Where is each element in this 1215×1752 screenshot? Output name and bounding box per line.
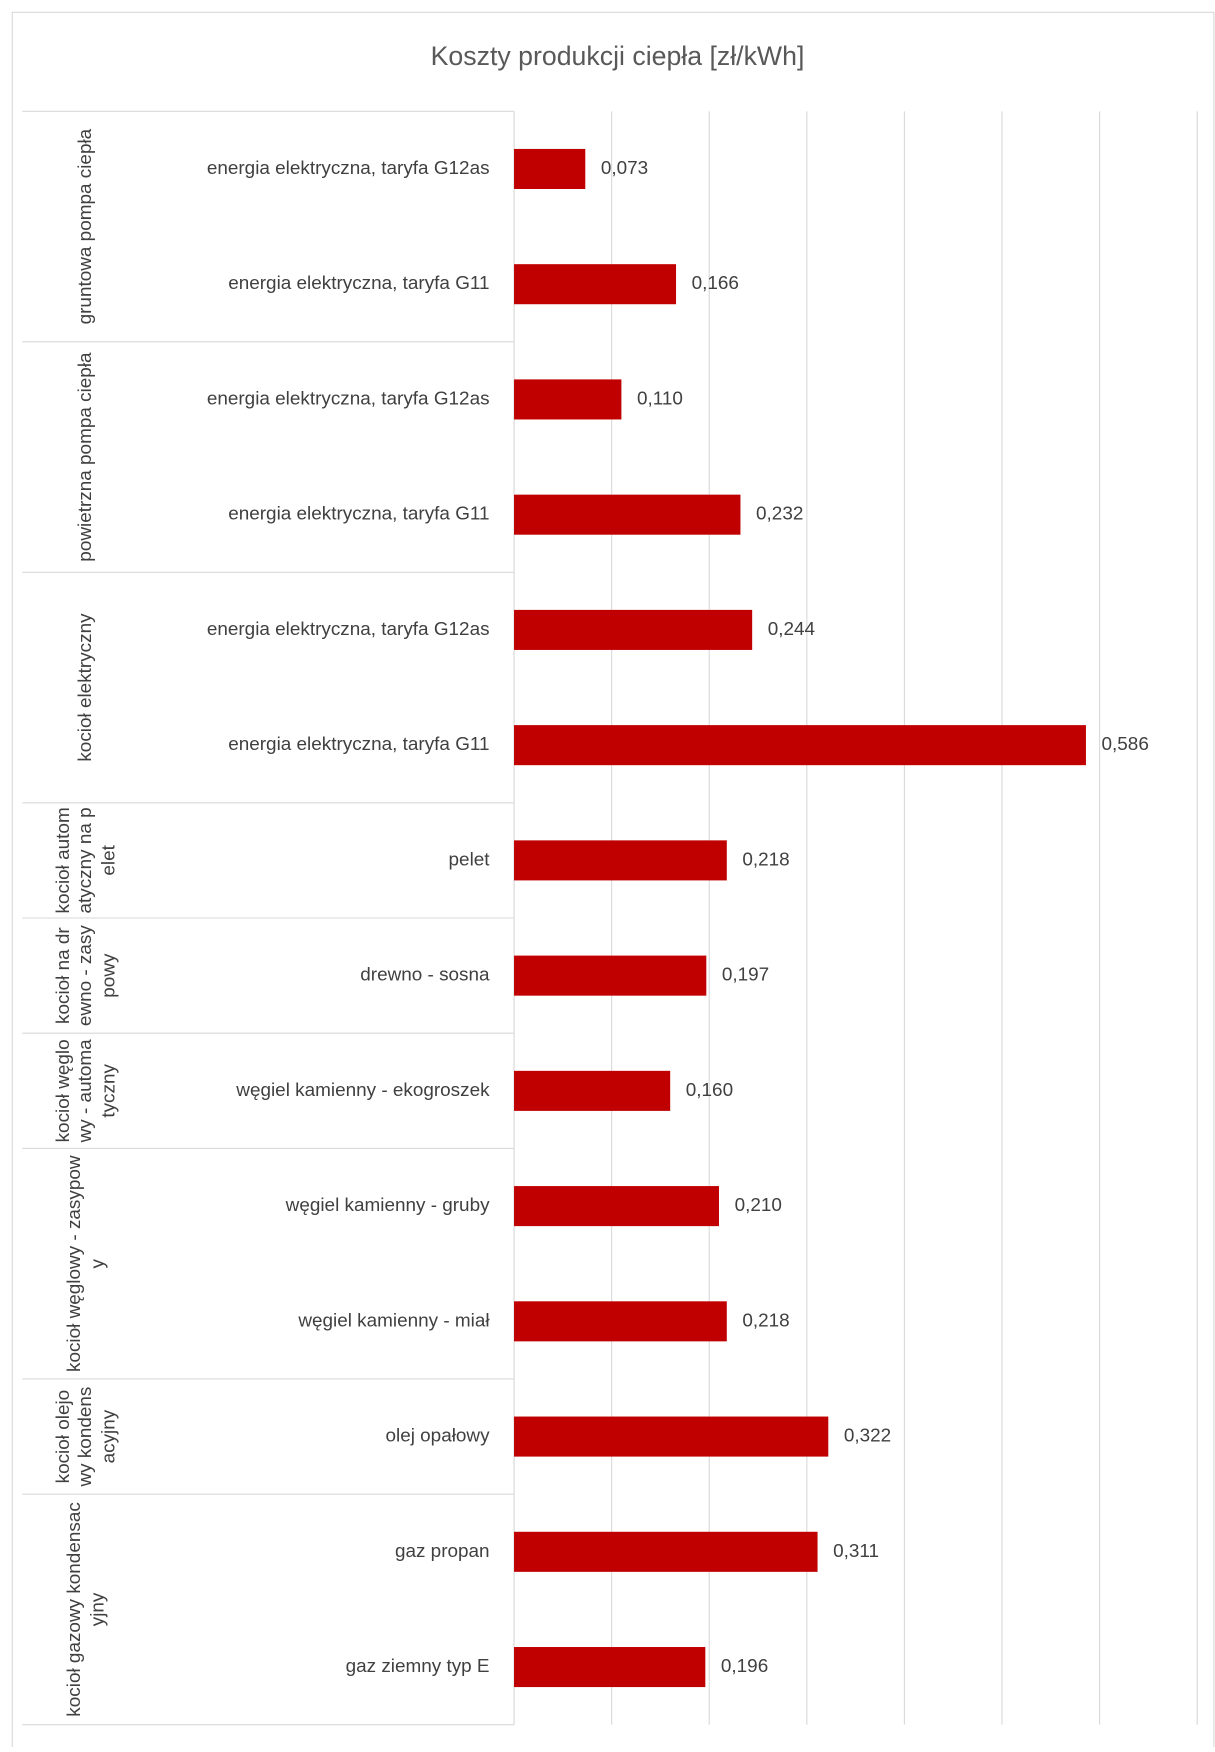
category-label: olej opałowy [385, 1426, 490, 1447]
group-label-box: kocioł automatyczny na pelet [52, 807, 119, 914]
category-label: drewno - sosna [360, 965, 490, 986]
bar [514, 1070, 671, 1111]
category-label: gaz propan [395, 1541, 490, 1562]
category-label: energia elektryczna, taryfa G12as [207, 388, 490, 409]
group-label-box: gruntowa pompa ciepła [74, 128, 97, 325]
value-label: 0,218 [742, 849, 789, 870]
group-label-box: kocioł węglowy - zasypowy [63, 1155, 108, 1373]
group-label-box: powietrzna pompa ciepła [74, 352, 97, 562]
value-label: 0,110 [637, 388, 683, 409]
value-label: 0,232 [756, 504, 803, 525]
chart-title: Koszty produkcji ciepła [zł/kWh] [431, 41, 805, 71]
value-label: 0,166 [692, 273, 739, 294]
bar [514, 1416, 829, 1457]
group-label: kocioł węglowy - automatyczny [52, 1039, 119, 1143]
value-label: 0,322 [844, 1426, 891, 1447]
value-label: 0,311 [833, 1541, 879, 1562]
bar [514, 1531, 818, 1572]
group-label: powietrzna pompa ciepła [74, 352, 97, 562]
group-label-box: kocioł olejowy kondensacyjny [52, 1386, 119, 1487]
category-label: energia elektryczna, taryfa G12as [207, 619, 490, 640]
bar [514, 1647, 706, 1688]
group-label: gruntowa pompa ciepła [74, 128, 97, 325]
value-label: 0,160 [686, 1080, 733, 1101]
group-label-box: kocioł gazowy kondensacyjny [63, 1502, 108, 1717]
category-label: energia elektryczna, taryfa G11 [228, 504, 489, 525]
value-label: 0,197 [722, 965, 769, 986]
group-label: kocioł olejowy kondensacyjny [52, 1386, 119, 1487]
value-label: 0,210 [735, 1195, 782, 1216]
bar [514, 609, 753, 650]
bar [514, 264, 677, 305]
group-label-box: kocioł elektryczny [74, 613, 97, 762]
group-label-box: kocioł węglowy - automatyczny [52, 1039, 119, 1143]
bar [514, 379, 622, 420]
group-label: kocioł elektryczny [74, 613, 97, 762]
value-label: 0,196 [721, 1656, 768, 1677]
bar [514, 725, 1086, 766]
category-label: energia elektryczna, taryfa G12as [207, 158, 490, 179]
bar [514, 840, 727, 881]
value-label: 0,218 [742, 1310, 789, 1331]
category-label: gaz ziemny typ E [346, 1656, 490, 1677]
category-label: pelet [449, 849, 491, 870]
bar [514, 955, 707, 996]
bar [514, 1301, 727, 1342]
category-label: węgiel kamienny - ekogroszek [235, 1080, 490, 1101]
value-label: 0,073 [601, 158, 648, 179]
category-label: energia elektryczna, taryfa G11 [228, 734, 489, 755]
value-label: 0,586 [1102, 734, 1149, 755]
value-label: 0,244 [768, 619, 815, 640]
bar [514, 494, 741, 535]
category-label: energia elektryczna, taryfa G11 [228, 273, 489, 294]
bar [514, 1186, 719, 1227]
group-label: kocioł automatyczny na pelet [52, 807, 119, 914]
group-label: kocioł węglowy - zasypowy [63, 1155, 108, 1373]
group-label-box: kocioł na drewno - zasypowy [52, 925, 119, 1027]
bar [514, 148, 586, 189]
group-label: kocioł gazowy kondensacyjny [63, 1502, 108, 1717]
group-label: kocioł na drewno - zasypowy [52, 925, 119, 1027]
category-label: węgiel kamienny - gruby [285, 1195, 490, 1216]
category-label: węgiel kamienny - miał [297, 1310, 490, 1331]
